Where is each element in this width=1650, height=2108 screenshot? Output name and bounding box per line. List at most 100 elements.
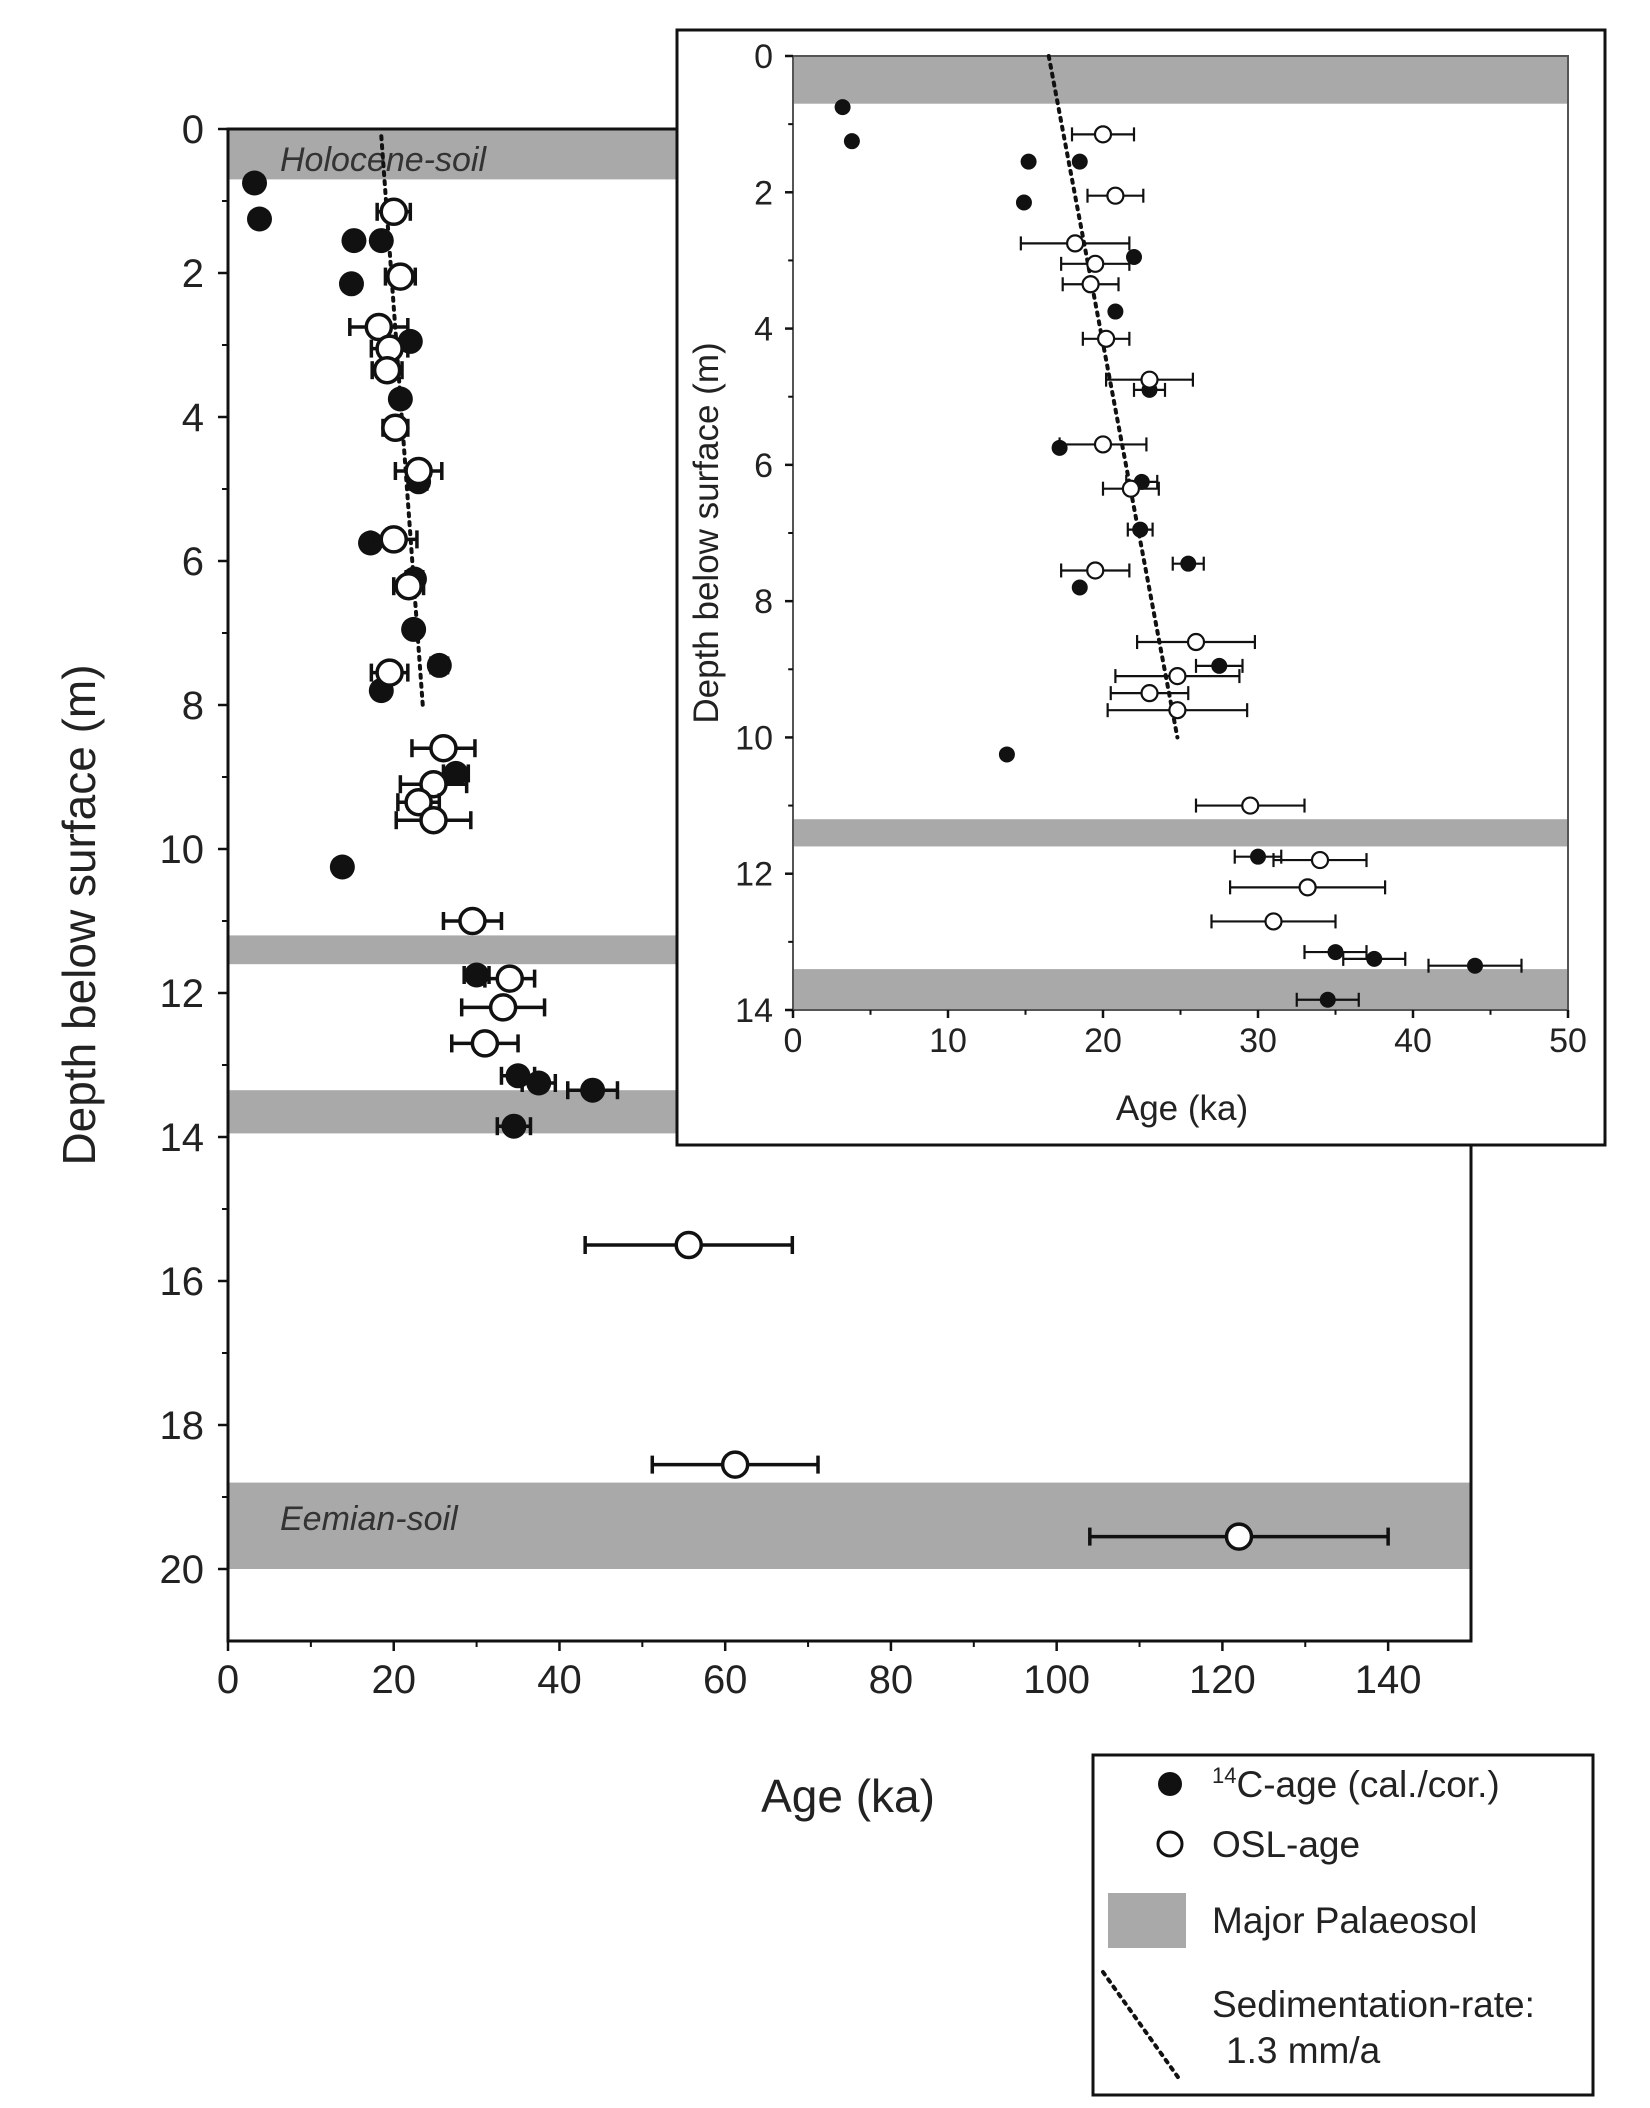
main-x-tick-label: 40 bbox=[537, 1658, 582, 1702]
inset-palaeosol-bands bbox=[793, 56, 1568, 1010]
inset-sedimentation-line bbox=[1046, 54, 1180, 740]
main-y-tick-label: 12 bbox=[160, 972, 205, 1016]
inset-x-tick-label: 50 bbox=[1549, 1022, 1587, 1060]
inset-data-points bbox=[834, 99, 1523, 1008]
main-y-tick-label: 18 bbox=[160, 1404, 205, 1448]
main-point-14c bbox=[368, 228, 394, 254]
main-point-osl bbox=[379, 197, 408, 227]
legend-dotted-line-icon bbox=[1101, 1970, 1182, 2082]
legend-sedimentation-value: 1.3 mm/a bbox=[1226, 2030, 1381, 2071]
inset-point-osl bbox=[1093, 435, 1113, 454]
inset-point-14c bbox=[998, 746, 1015, 763]
main-y-tick-label: 16 bbox=[160, 1260, 205, 1304]
inset-palaeosol-band bbox=[793, 56, 1568, 104]
main-point-osl bbox=[404, 456, 433, 486]
inset-point-osl bbox=[1241, 796, 1260, 815]
inset-y-tick-label: 12 bbox=[735, 856, 773, 894]
main-y-tick-label: 6 bbox=[182, 540, 204, 584]
main-point-14c bbox=[387, 386, 413, 412]
inset-y-tick-label: 2 bbox=[754, 174, 773, 212]
inset-point-14c bbox=[1211, 657, 1228, 674]
main-point-osl bbox=[419, 805, 448, 835]
inset-y-tick-label: 6 bbox=[754, 447, 773, 485]
main-sedimentation-line bbox=[379, 134, 425, 707]
inset-point-14c bbox=[834, 99, 851, 116]
main-point-14c bbox=[341, 228, 367, 254]
inset-point-osl bbox=[1298, 878, 1317, 897]
main-point-14c bbox=[338, 271, 364, 297]
legend-palaeosol-label: Major Palaeosol bbox=[1212, 1900, 1477, 1941]
inset-point-osl bbox=[1168, 701, 1187, 720]
main-point-osl bbox=[470, 1029, 500, 1058]
inset-point-14c bbox=[1071, 153, 1088, 170]
main-point-14c bbox=[580, 1077, 606, 1103]
main-x-tick-label: 60 bbox=[703, 1658, 748, 1702]
inset-x-tick-label: 20 bbox=[1084, 1022, 1122, 1060]
main-point-osl bbox=[429, 733, 458, 763]
eemian-soil-label: Eemian-soil bbox=[280, 1500, 459, 1538]
main-y-tick-label: 14 bbox=[160, 1116, 205, 1160]
inset-point-osl bbox=[1093, 125, 1113, 144]
inset-point-14c bbox=[1467, 957, 1483, 974]
inset-point-14c bbox=[1020, 153, 1037, 170]
main-palaeosol-band bbox=[228, 1482, 1471, 1569]
main-point-osl bbox=[386, 262, 415, 291]
inset-y-tick-label: 4 bbox=[754, 311, 773, 349]
main-x-tick-label: 80 bbox=[869, 1658, 914, 1702]
inset-point-14c bbox=[1071, 579, 1088, 596]
inset-x-tick-label: 40 bbox=[1394, 1022, 1432, 1060]
main-point-osl bbox=[394, 571, 423, 601]
inset-point-14c bbox=[1327, 944, 1344, 961]
main-point-osl bbox=[404, 787, 433, 817]
main-point-14c bbox=[464, 962, 490, 988]
inset-chart: 0 10 20 30 40 50 0 2 4 6 8 10 12 14 Depth below surfa… bbox=[675, 28, 1607, 1147]
inset-point-osl bbox=[1086, 561, 1105, 580]
legend-sedimentation-label: Sedimentation-rate: bbox=[1212, 1984, 1535, 2025]
main-point-osl bbox=[720, 1450, 750, 1479]
legend-open-circle-icon bbox=[1156, 1830, 1184, 1858]
inset-point-14c bbox=[1319, 991, 1336, 1008]
main-y-tick-label: 20 bbox=[160, 1548, 205, 1592]
main-y-tick-label: 0 bbox=[182, 108, 204, 152]
inset-x-tick-label: 10 bbox=[929, 1022, 967, 1060]
legend-grey-band-icon bbox=[1108, 1893, 1186, 1948]
main-point-osl bbox=[372, 355, 402, 385]
main-data-points bbox=[242, 170, 1390, 1551]
main-point-14c bbox=[426, 652, 452, 678]
inset-y-axis-label: Depth below surface (m) bbox=[687, 342, 726, 723]
inset-point-osl bbox=[1310, 850, 1330, 870]
main-y-tick-label: 10 bbox=[160, 828, 205, 872]
inset-y-tick-label: 10 bbox=[735, 719, 773, 757]
legend-osl-label: OSL-age bbox=[1212, 1824, 1360, 1865]
inset-point-osl bbox=[1168, 666, 1187, 686]
inset-point-14c bbox=[1250, 848, 1266, 865]
inset-point-osl bbox=[1140, 684, 1159, 703]
main-point-14c bbox=[526, 1070, 552, 1096]
legend: 14C-age (cal./cor.) OSL-age Major Palaeo… bbox=[1091, 1753, 1595, 2097]
main-point-osl bbox=[495, 964, 524, 993]
main-point-osl bbox=[379, 525, 408, 554]
inset-point-osl bbox=[1086, 254, 1105, 273]
inset-y-tick-label: 0 bbox=[754, 38, 773, 76]
inset-y-tick-label: 14 bbox=[735, 992, 773, 1030]
inset-point-14c bbox=[1015, 194, 1032, 211]
inset-x-axis-label: Age (ka) bbox=[1116, 1089, 1248, 1128]
inset-x-tick-label: 30 bbox=[1239, 1022, 1277, 1060]
inset-point-osl bbox=[1264, 912, 1283, 931]
inset-palaeosol-band bbox=[793, 969, 1568, 1010]
main-point-14c bbox=[242, 170, 268, 196]
legend-filled-circle-icon bbox=[1158, 1772, 1182, 1796]
inset-point-osl bbox=[1065, 234, 1085, 253]
main-y-tick-label: 8 bbox=[182, 684, 204, 728]
inset-y-tick-label: 8 bbox=[754, 583, 773, 621]
inset-ticks: 0 10 20 30 40 50 0 2 4 6 8 10 12 14 bbox=[735, 38, 1587, 1060]
main-y-tick-label: 2 bbox=[182, 252, 204, 296]
inset-x-tick-label: 0 bbox=[784, 1022, 803, 1060]
main-x-tick-label: 0 bbox=[217, 1658, 239, 1702]
inset-point-14c bbox=[1366, 950, 1383, 967]
main-point-osl bbox=[458, 906, 487, 936]
main-point-14c bbox=[401, 616, 427, 642]
main-point-osl bbox=[1224, 1522, 1254, 1551]
main-x-tick-label: 120 bbox=[1189, 1658, 1256, 1702]
